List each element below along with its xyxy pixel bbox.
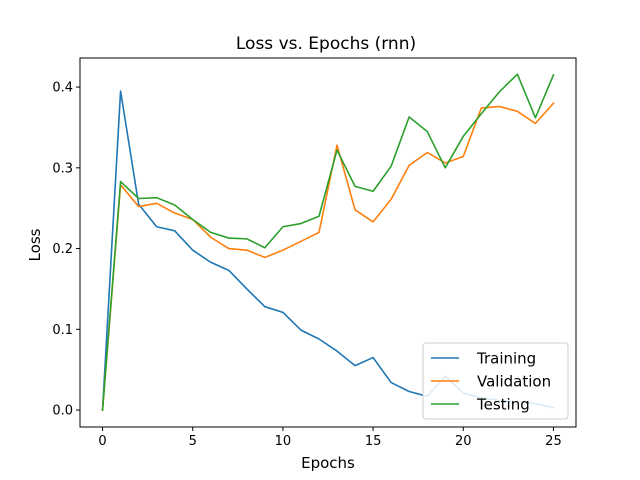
axis-ticks: 0 5 10 15 20 25 0.0 0.1 0.2 0.3 0.4 bbox=[52, 81, 561, 449]
legend-box bbox=[422, 342, 569, 420]
x-tick-label: 15 bbox=[365, 434, 382, 449]
chart-title: Loss vs. Epochs (rnn) bbox=[236, 34, 416, 54]
x-tick-label: 5 bbox=[189, 434, 197, 449]
legend: Training Validation Testing bbox=[422, 342, 569, 420]
legend-label-validation: Validation bbox=[477, 373, 551, 391]
y-tick-label: 0.3 bbox=[52, 161, 73, 176]
legend-label-training: Training bbox=[476, 350, 536, 368]
x-tick-label: 0 bbox=[98, 434, 106, 449]
series-line-validation bbox=[101, 102, 555, 411]
x-tick-label: 20 bbox=[455, 434, 472, 449]
x-tick-label: 25 bbox=[545, 434, 562, 449]
plot-frame bbox=[79, 57, 577, 428]
legend-label-testing: Testing bbox=[476, 396, 530, 414]
series-line-testing bbox=[101, 73, 555, 411]
y-tick-label: 0.0 bbox=[52, 404, 73, 419]
x-tick-label: 10 bbox=[275, 434, 292, 449]
y-tick-label: 0.4 bbox=[52, 81, 73, 96]
y-tick-label: 0.1 bbox=[52, 323, 73, 338]
y-axis-label: Loss bbox=[26, 228, 44, 261]
x-axis-label: Epochs bbox=[301, 454, 355, 472]
y-tick-label: 0.2 bbox=[52, 242, 73, 257]
